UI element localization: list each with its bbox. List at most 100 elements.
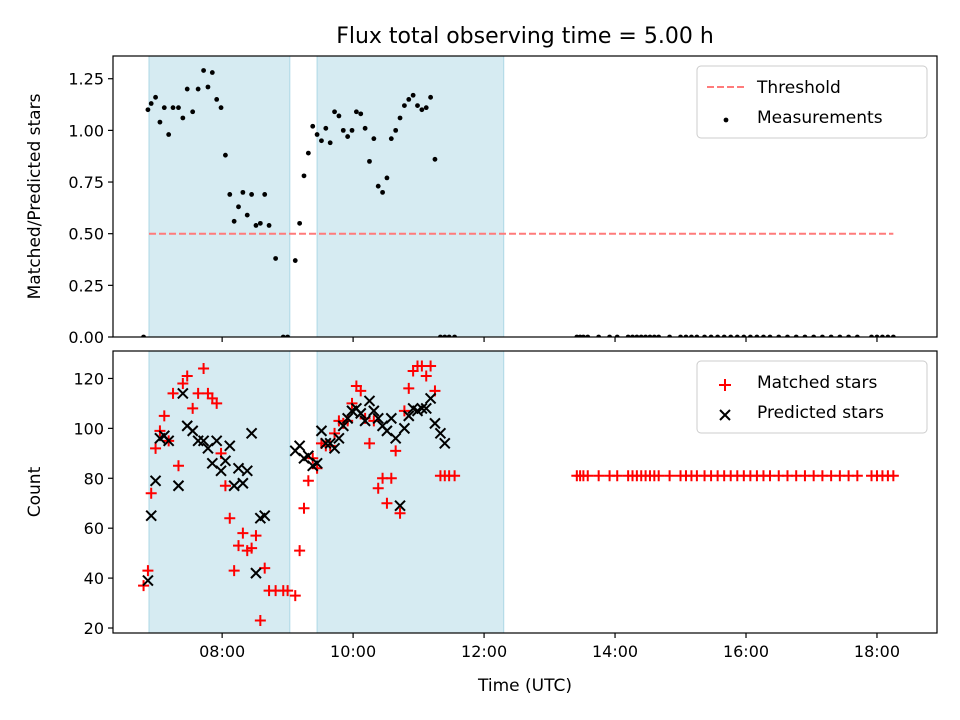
x-tick-label: 12:00	[461, 642, 507, 661]
measurement-point	[349, 127, 355, 133]
matched-stars-point	[372, 482, 384, 494]
matched-stars-point	[294, 545, 306, 557]
y-tick-label: 20	[84, 619, 104, 638]
predicted-stars-point	[385, 412, 398, 425]
predicted-stars-point	[245, 427, 258, 440]
measurement-point	[353, 109, 359, 115]
measurement-point	[227, 192, 233, 197]
measurement-point	[406, 96, 412, 102]
matched-stars-point	[887, 470, 899, 482]
matched-stars-point	[254, 615, 266, 627]
predicted-stars-point	[186, 425, 199, 437]
measurement-point	[362, 125, 368, 131]
measurement-point	[332, 109, 337, 115]
predicted-stars-point	[320, 437, 332, 450]
matched-stars-point	[394, 507, 406, 519]
matched-stars-point	[211, 397, 223, 409]
measurement-point	[214, 96, 220, 102]
legend-box	[696, 65, 928, 139]
y-tick-label: 0.00	[68, 328, 104, 347]
predicted-stars-point	[363, 395, 376, 407]
measurement-point	[195, 86, 201, 92]
y-tick-label: 80	[84, 469, 104, 488]
y-tick-label: 1.00	[68, 121, 104, 140]
matched-stars-point	[145, 487, 157, 499]
matched-stars-point	[228, 565, 240, 577]
legend-label: Matched stars	[757, 373, 877, 393]
matched-stars-point	[851, 470, 863, 482]
predicted-stars-point	[429, 417, 441, 430]
matched-stars-point	[259, 562, 271, 574]
predicted-stars-point	[215, 465, 227, 477]
predicted-stars-point	[228, 480, 240, 492]
matched-stars-point	[192, 387, 204, 399]
predicted-stars-point	[394, 500, 406, 512]
x-tick-label: 16:00	[723, 642, 769, 661]
x-tick-label: 14:00	[592, 642, 638, 661]
legend-box	[696, 360, 928, 434]
predicted-stars-point	[197, 435, 210, 447]
predicted-stars-point	[210, 435, 223, 447]
measurement-point	[231, 218, 237, 224]
y-axis-label: Matched/Predicted stars	[25, 93, 45, 299]
matched-stars-point	[403, 382, 415, 394]
measurement-point	[340, 127, 346, 133]
matched-stars-point	[167, 387, 179, 399]
x-tick-label: 08:00	[199, 642, 245, 661]
predicted-stars-point	[224, 440, 236, 452]
measurement-point	[262, 192, 268, 197]
top-panel: 0.00 0.25 0.50 0.75 1.00 1.25 Matched/Predicte…	[25, 55, 938, 347]
measurement-point	[314, 132, 320, 137]
legend-marker	[723, 117, 729, 123]
predicted-stars-point	[145, 510, 157, 522]
measurement-point	[180, 115, 186, 121]
legend: Matched stars Predicted stars	[696, 360, 928, 434]
measurement-point	[148, 101, 154, 106]
measurement-point	[157, 119, 163, 125]
measurement-point	[397, 115, 403, 121]
measurement-point	[301, 173, 307, 179]
measurement-point	[153, 94, 158, 100]
matched-stars-point	[302, 475, 314, 487]
measurement-point	[257, 220, 263, 226]
matched-stars-point	[187, 402, 199, 414]
measurement-point	[244, 212, 250, 218]
measurement-point	[375, 183, 381, 189]
measurement-point	[201, 68, 206, 73]
matched-stars-point	[158, 410, 170, 422]
measurement-point	[380, 189, 385, 195]
predicted-stars-point	[162, 435, 175, 447]
predicted-stars-point	[237, 477, 249, 489]
y-tick-label: 60	[84, 519, 104, 538]
measurement-point	[327, 140, 333, 146]
predicted-stars-point	[172, 480, 185, 492]
matched-stars-point	[664, 470, 676, 482]
predicted-stars-point	[258, 510, 271, 522]
legend: Threshold Measurements	[696, 65, 928, 139]
predicted-stars-point	[311, 457, 323, 470]
measurement-point	[319, 138, 324, 144]
predicted-stars-point	[341, 412, 354, 425]
shaded-interval-1	[148, 55, 291, 338]
measurement-point	[393, 127, 399, 133]
predicted-stars-point	[337, 420, 349, 432]
predicted-stars-point	[232, 462, 245, 474]
predicted-stars-point	[328, 442, 341, 455]
predicted-stars-point	[389, 432, 402, 445]
predicted-stars-point	[315, 425, 328, 437]
predicted-stars-point	[219, 455, 232, 467]
matched-stars-point	[198, 362, 210, 374]
matched-stars-point	[449, 470, 461, 482]
y-tick-label: 1.25	[68, 70, 104, 89]
predicted-stars-point	[177, 387, 189, 400]
measurement-point	[423, 105, 429, 111]
legend-label: Predicted stars	[757, 403, 884, 423]
y-tick-label: 40	[84, 569, 104, 588]
predicted-stars-point	[149, 475, 162, 487]
matched-stars-point	[150, 442, 162, 454]
matched-stars-point	[390, 445, 402, 457]
matched-stars-point	[289, 590, 301, 602]
matched-stars-point	[355, 385, 367, 397]
matched-stars-point	[177, 377, 189, 389]
